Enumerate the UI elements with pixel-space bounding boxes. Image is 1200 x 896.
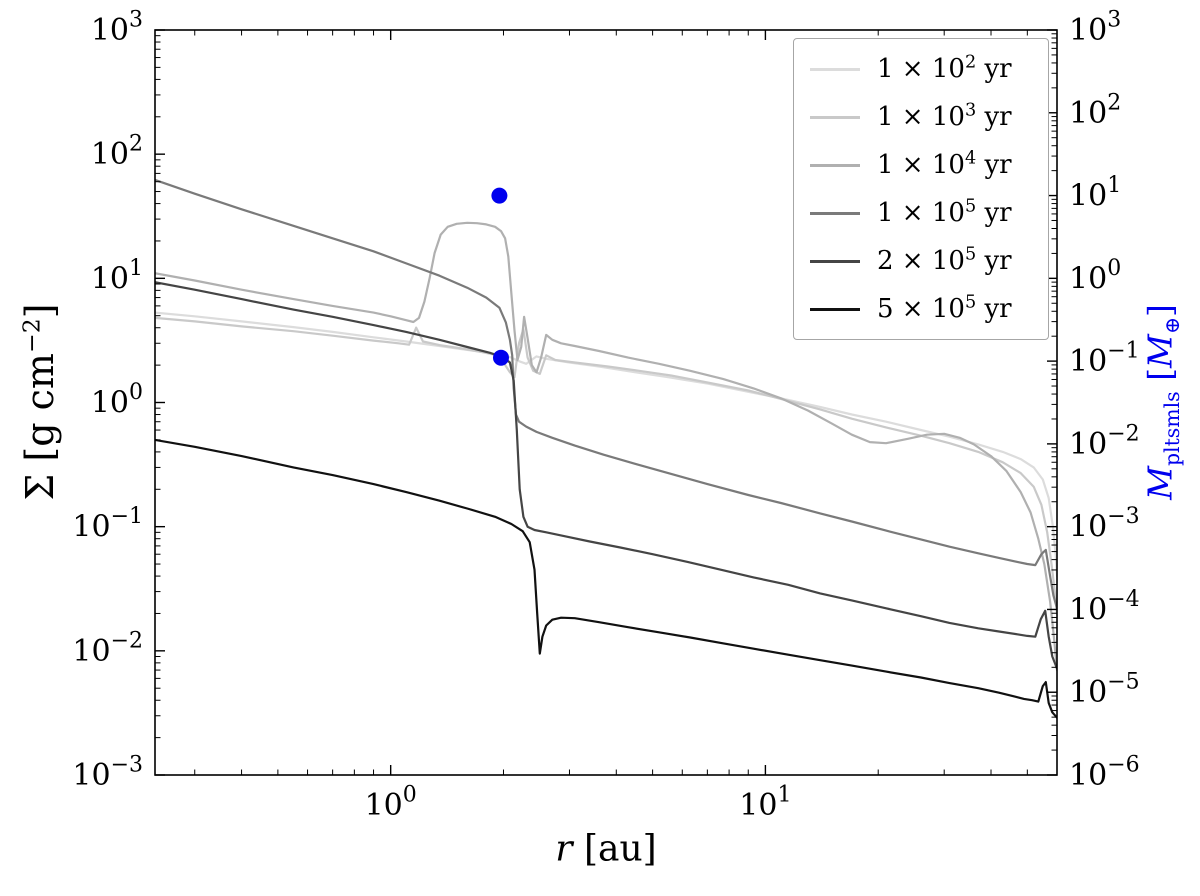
y-left-tick-label: 10−1 <box>72 504 143 545</box>
y-right-label-bracket: [ <box>1140 367 1180 392</box>
legend-label: 2 × 105 yr <box>877 244 1012 276</box>
y-left-axis-label: Σ [g cm−2] <box>17 303 62 501</box>
y-right-tick-label: 103 <box>1069 8 1121 49</box>
legend-label: 5 × 105 yr <box>877 292 1012 324</box>
y-right-tick-label: 10−5 <box>1069 670 1140 711</box>
x-label-symbol: r <box>555 828 573 870</box>
y-left-label-exponent: −2 <box>17 318 46 354</box>
legend-line-sample <box>810 163 860 167</box>
y-left-tick-label: 103 <box>91 8 143 49</box>
y-left-tick-label: 102 <box>91 132 143 173</box>
y-right-axis-label: Mpltsmls [M⊕] <box>1140 304 1185 500</box>
x-tick-label: 100 <box>365 783 417 824</box>
legend-entry-t_1e2_yr: 1 × 102 yr <box>810 45 1048 93</box>
legend-label: 1 × 102 yr <box>877 52 1012 84</box>
y-right-tick-label: 101 <box>1069 173 1121 214</box>
y-right-label-close: ] <box>1140 304 1180 318</box>
legend-entry-t_5e5_yr: 5 × 105 yr <box>810 285 1048 333</box>
series-t_1e4_yr <box>155 221 1057 672</box>
y-right-tick-label: 10−3 <box>1069 504 1140 545</box>
legend-box: 1 × 102 yr 1 × 103 yr 1 × 104 yr 1 × 105 yr… <box>793 38 1049 340</box>
y-left-tick-label: 101 <box>91 256 143 297</box>
y-right-tick-label: 10−1 <box>1069 339 1140 380</box>
y-right-tick-label: 10−6 <box>1069 753 1140 794</box>
legend-line-sample <box>810 259 860 263</box>
y-right-tick-label: 10−4 <box>1069 587 1140 628</box>
legend-entry-t_1e4_yr: 1 × 104 yr <box>810 141 1048 189</box>
plot-frame <box>154 29 1058 776</box>
x-label-unit: [au] <box>572 828 657 870</box>
legend-label: 1 × 104 yr <box>877 148 1012 180</box>
y-right-tick-label: 100 <box>1069 256 1121 297</box>
y-right-label-unit-symbol: M <box>1140 334 1180 368</box>
legend-label: 1 × 103 yr <box>877 100 1012 132</box>
y-left-tick-label: 10−3 <box>72 753 143 794</box>
series-t_1e5_yr <box>155 178 1057 610</box>
legend-entry-t_1e5_yr: 1 × 105 yr <box>810 189 1048 237</box>
x-axis-label: r [au] <box>555 829 656 870</box>
legend-label: 1 × 105 yr <box>877 196 1012 228</box>
x-tick-label: 101 <box>739 783 791 824</box>
y-left-label-text: Σ [g cm <box>18 353 62 501</box>
series-t_2e5_yr <box>155 281 1057 670</box>
legend-line-sample <box>810 67 860 71</box>
planetesimal-mass-marker-1 <box>493 349 509 366</box>
y-left-tick-label: 10−2 <box>72 628 143 669</box>
y-right-label-subscript: pltsmls <box>1160 391 1185 467</box>
legend-line-sample <box>810 115 860 119</box>
y-right-tick-label: 10−2 <box>1069 421 1140 462</box>
y-right-label-earth-subscript: ⊕ <box>1160 317 1185 335</box>
legend-line-sample <box>810 211 860 215</box>
y-left-tick-label: 100 <box>91 380 143 421</box>
planetesimal-mass-marker-0 <box>491 187 508 204</box>
series-t_1e2_yr <box>155 311 1057 578</box>
y-left-label-close: ] <box>18 303 62 319</box>
series-lines <box>155 178 1057 719</box>
y-right-tick-label: 102 <box>1069 90 1121 130</box>
legend-entry-t_1e3_yr: 1 × 103 yr <box>810 93 1048 141</box>
legend-line-sample <box>810 307 860 311</box>
legend-entry-t_2e5_yr: 2 × 105 yr <box>810 237 1048 285</box>
series-t_5e5_yr <box>155 438 1057 719</box>
y-right-label-symbol: M <box>1140 466 1180 500</box>
